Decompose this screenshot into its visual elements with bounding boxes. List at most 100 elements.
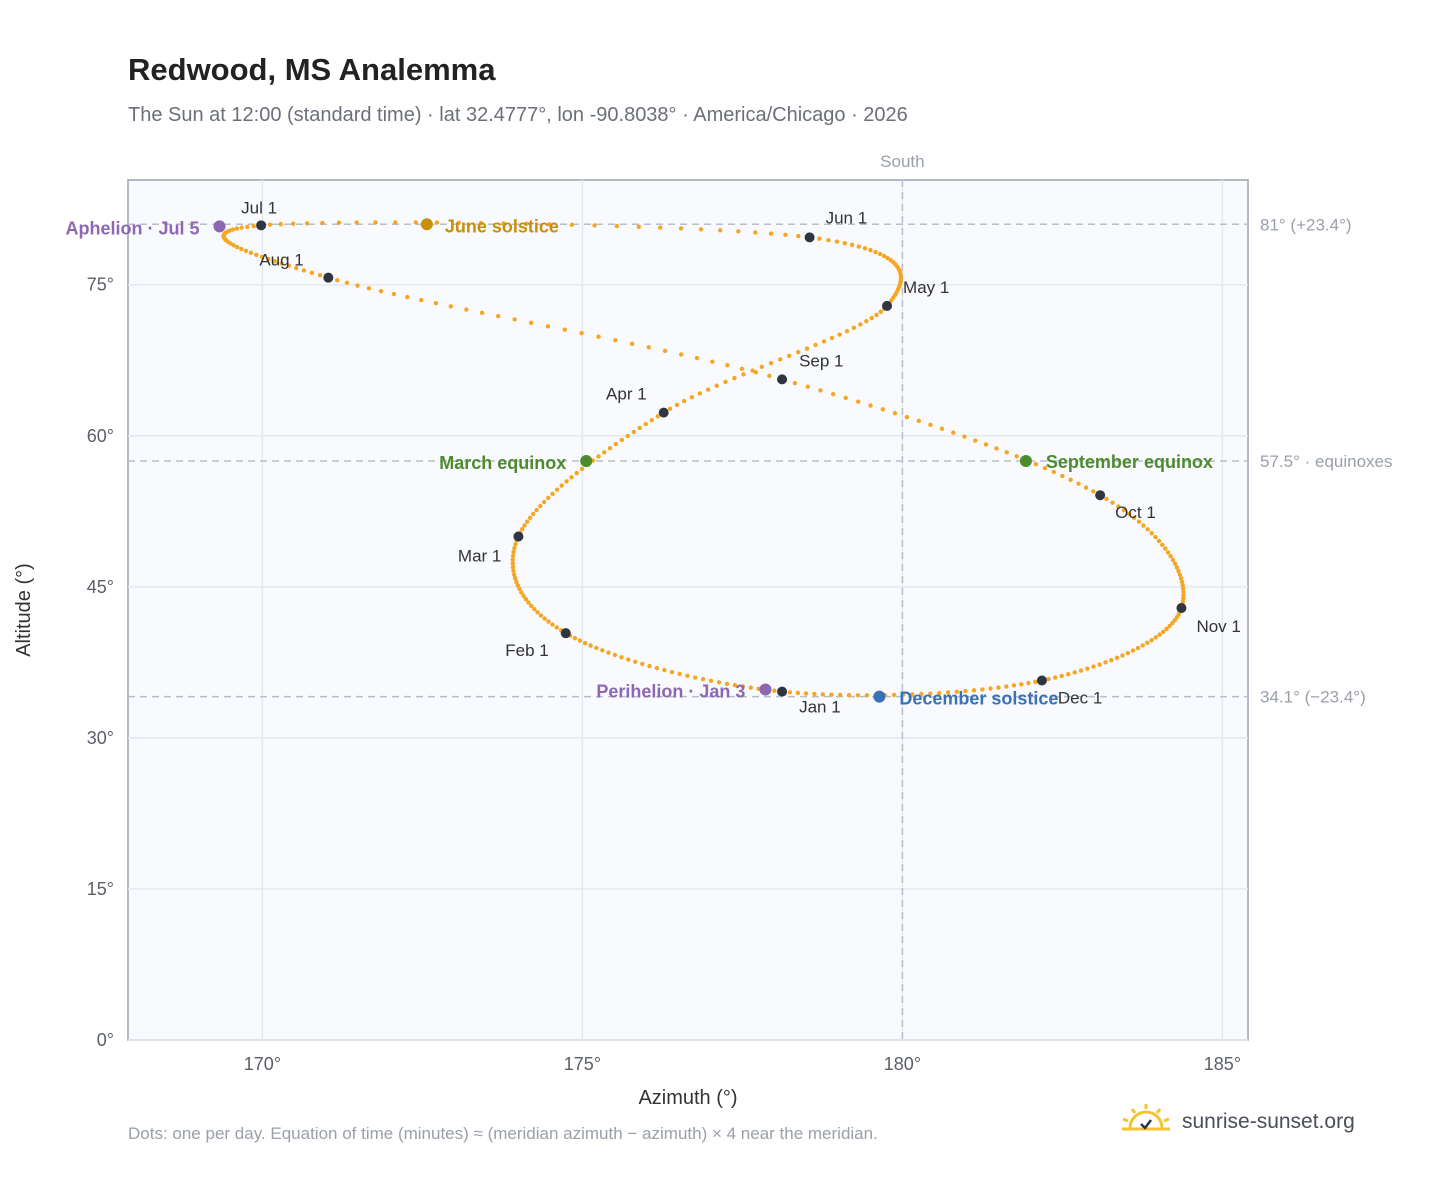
event-label: June solstice xyxy=(445,216,559,236)
daily-sun-dot xyxy=(741,372,746,377)
daily-sun-dot xyxy=(1068,477,1073,483)
daily-sun-dot xyxy=(646,345,651,350)
daily-sun-dot xyxy=(512,576,518,581)
y-tick-label: 75° xyxy=(87,275,114,295)
daily-sun-dot xyxy=(613,441,619,447)
daily-sun-dot xyxy=(885,255,890,261)
daily-sun-dot xyxy=(355,283,360,288)
daily-sun-dot xyxy=(1153,635,1158,640)
daily-sun-dot xyxy=(433,300,439,306)
daily-sun-dot xyxy=(524,221,529,227)
month-marker xyxy=(804,232,815,243)
daily-sun-dot xyxy=(317,273,323,278)
daily-sun-dot xyxy=(1168,553,1173,559)
daily-sun-dot xyxy=(916,418,921,424)
daily-sun-dot xyxy=(272,259,278,264)
daily-sun-dot xyxy=(649,417,654,423)
daily-sun-dot xyxy=(1141,523,1146,528)
daily-sun-dot xyxy=(393,220,398,225)
daily-sun-dot xyxy=(1072,670,1077,675)
daily-sun-dot xyxy=(1136,519,1142,524)
daily-sun-dot xyxy=(602,450,607,455)
daily-sun-dot xyxy=(290,221,296,226)
daily-sun-dot xyxy=(1083,485,1089,490)
daily-sun-dot xyxy=(1042,465,1048,471)
daily-sun-dot xyxy=(864,693,870,698)
daily-sun-dot xyxy=(524,519,530,524)
y-tick-label: 0° xyxy=(97,1030,114,1050)
event-marker xyxy=(420,218,433,231)
daily-sun-dot xyxy=(464,307,469,312)
daily-sun-dot xyxy=(1172,617,1178,623)
chart-subtitle: The Sun at 12:00 (standard time) · lat 3… xyxy=(128,104,908,126)
daily-sun-dot xyxy=(577,638,583,643)
daily-sun-dot xyxy=(705,387,711,392)
daily-sun-dot xyxy=(996,685,1001,690)
event-label: Perihelion · Jan 3 xyxy=(596,682,745,702)
daily-sun-dot xyxy=(910,692,915,697)
daily-sun-dot xyxy=(1161,629,1166,635)
daily-sun-dot xyxy=(962,434,967,439)
y-tick-label: 60° xyxy=(87,426,114,446)
daily-sun-dot xyxy=(526,600,531,605)
daily-sun-dot xyxy=(708,678,714,684)
daily-sun-dot xyxy=(647,663,652,669)
daily-sun-dot xyxy=(636,224,642,230)
daily-sun-dot xyxy=(1167,623,1172,629)
sun-logo-icon xyxy=(1120,1102,1172,1141)
daily-sun-dot xyxy=(527,515,533,521)
daily-sun-dot xyxy=(517,586,522,592)
daily-sun-dot xyxy=(888,257,893,263)
daily-sun-dot xyxy=(654,665,660,671)
x-tick-label: 175° xyxy=(564,1054,601,1074)
daily-sun-dot xyxy=(510,565,516,570)
event-label: Aphelion · Jul 5 xyxy=(66,218,200,238)
daily-sun-dot xyxy=(732,375,737,381)
brand[interactable]: sunrise-sunset.org xyxy=(1120,1102,1355,1141)
daily-sun-dot xyxy=(678,352,684,357)
daily-sun-dot xyxy=(901,692,906,697)
month-label: Dec 1 xyxy=(1058,688,1102,707)
daily-sun-dot xyxy=(768,231,774,236)
daily-sun-dot xyxy=(1033,679,1038,685)
daily-sun-dot xyxy=(251,223,256,229)
daily-sun-dot xyxy=(366,286,372,291)
daily-sun-dot xyxy=(1149,637,1154,643)
daily-sun-dot xyxy=(725,363,730,368)
daily-sun-dot xyxy=(304,221,310,226)
month-marker xyxy=(882,300,893,311)
chart-title: Redwood, MS Analemma xyxy=(128,52,496,87)
daily-sun-dot xyxy=(1165,550,1171,555)
daily-sun-dot xyxy=(596,334,601,339)
daily-sun-dot xyxy=(259,254,265,260)
daily-sun-dot xyxy=(717,228,723,233)
daily-sun-dot xyxy=(235,244,240,250)
reference-line-label: 34.1° (−23.4°) xyxy=(1260,688,1366,707)
daily-sun-dot xyxy=(937,690,942,696)
y-axis-title: Altitude (°) xyxy=(13,563,35,657)
daily-sun-dot xyxy=(1109,657,1114,663)
daily-sun-dot xyxy=(515,583,520,588)
daily-sun-dot xyxy=(294,265,299,271)
daily-sun-dot xyxy=(1091,489,1096,494)
daily-sun-dot xyxy=(759,364,765,370)
daily-sun-dot xyxy=(248,250,254,256)
month-marker xyxy=(256,220,267,231)
daily-sun-dot xyxy=(1104,496,1109,502)
daily-sun-dot xyxy=(662,667,667,673)
daily-sun-dot xyxy=(512,317,517,322)
daily-sun-dot xyxy=(662,348,668,354)
month-label: May 1 xyxy=(903,278,949,297)
daily-sun-dot xyxy=(658,225,663,230)
daily-sun-dot xyxy=(971,688,977,693)
daily-sun-dot xyxy=(626,657,631,662)
daily-sun-dot xyxy=(529,603,534,609)
daily-sun-dot xyxy=(1076,481,1081,486)
daily-sun-dot xyxy=(873,249,878,255)
daily-sun-dot xyxy=(904,414,910,420)
daily-sun-dot xyxy=(559,483,564,488)
daily-sun-dot xyxy=(510,557,515,562)
daily-sun-dot xyxy=(607,445,613,451)
daily-sun-dot xyxy=(579,466,585,472)
